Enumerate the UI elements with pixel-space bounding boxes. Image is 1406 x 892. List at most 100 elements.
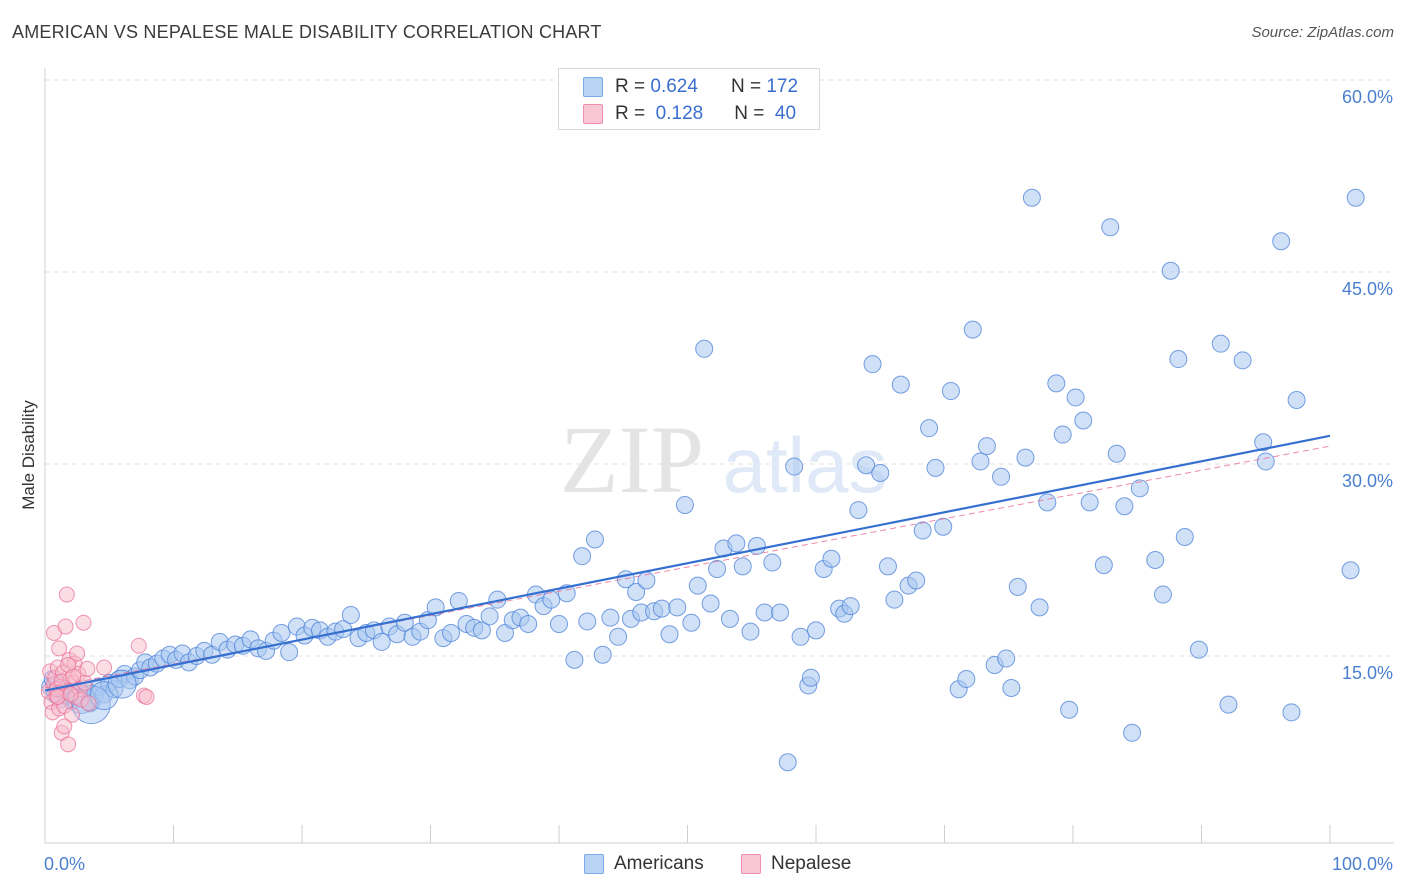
y-tick-label: 45.0%: [1342, 279, 1393, 299]
american-point: [913, 521, 932, 540]
american-point: [771, 603, 790, 622]
correlation-legend: R = 0.624 N = 172 R = 0.128 N = 40: [558, 68, 820, 130]
american-point: [1101, 218, 1120, 237]
legend-n-value: 172: [766, 76, 799, 97]
y-tick-label: 30.0%: [1342, 471, 1393, 491]
american-point: [1219, 695, 1238, 714]
american-point: [1211, 334, 1230, 353]
legend-n-value: 40: [774, 103, 797, 124]
nepalese-point: [138, 688, 155, 705]
nepalese-point: [69, 645, 86, 662]
nepalese-point: [96, 659, 113, 676]
american-point: [1256, 452, 1275, 471]
watermark: ZIP atlas: [560, 406, 887, 513]
tick-labels: 15.0% 30.0% 45.0% 60.0% 0.0% 100.0%: [44, 87, 1393, 874]
american-point: [272, 623, 291, 642]
american-point: [727, 534, 746, 553]
american-point: [885, 590, 904, 609]
american-point: [550, 615, 568, 633]
american-point: [849, 501, 868, 520]
american-point: [519, 615, 538, 633]
american-point: [747, 536, 766, 555]
american-point: [733, 557, 752, 576]
american-point: [741, 622, 760, 641]
nepalese-point: [56, 718, 73, 735]
legend-item-americans: Americans: [584, 852, 704, 876]
american-point: [807, 621, 825, 640]
american-point: [863, 355, 882, 374]
legend-r-value: 0.128: [655, 103, 704, 124]
american-point: [1233, 351, 1252, 370]
y-axis-label: Male Disability: [19, 400, 38, 510]
american-point: [822, 549, 841, 568]
chart-title: AMERICAN VS NEPALESE MALE DISABILITY COR…: [12, 22, 602, 42]
nepalese-point: [80, 695, 97, 712]
american-point: [472, 621, 491, 640]
american-point: [652, 599, 671, 618]
legend-swatch-nepalese: [741, 854, 761, 874]
american-point: [1161, 261, 1180, 280]
legend-r-value: 0.624: [650, 76, 698, 97]
american-point: [1038, 493, 1057, 512]
american-point: [1066, 388, 1085, 407]
american-point: [609, 627, 628, 646]
american-point: [871, 463, 890, 482]
american-point: [841, 597, 860, 616]
american-point: [926, 458, 945, 477]
legend-swatch-americans: [584, 854, 604, 874]
americans-trend-line: [44, 434, 1331, 692]
american-point: [1175, 527, 1194, 546]
american-point: [668, 598, 687, 617]
american-point: [1022, 188, 1041, 207]
american-point: [963, 320, 982, 339]
legend-n-label: N =: [730, 76, 762, 97]
nepalese-point: [130, 637, 147, 654]
american-point: [1002, 679, 1021, 697]
american-point: [1146, 551, 1165, 569]
legend-r-label: R =: [615, 103, 646, 124]
legend-r-label: R =: [615, 76, 646, 97]
nepalese-point: [57, 618, 74, 635]
american-point: [682, 613, 701, 632]
american-point: [1153, 585, 1172, 604]
american-point: [941, 382, 960, 401]
american-point: [601, 608, 620, 627]
american-point: [1080, 493, 1099, 512]
source-label: Source: ZipAtlas.com: [1251, 24, 1394, 41]
american-point: [1008, 577, 1027, 596]
american-point: [992, 467, 1011, 486]
american-point: [1169, 350, 1188, 369]
legend-swatch-nepalese: [583, 104, 603, 124]
legend-swatch-americans: [583, 77, 603, 97]
nepalese-point: [62, 686, 79, 703]
nepalese-point: [63, 706, 80, 723]
american-point: [1287, 391, 1306, 409]
nepalese-point: [60, 736, 77, 753]
american-point: [442, 623, 461, 642]
american-point: [695, 339, 714, 358]
trend-lines: [44, 434, 1331, 692]
american-point: [372, 632, 391, 651]
american-point: [791, 627, 810, 646]
american-point: [480, 607, 499, 626]
legend-n-label: N =: [734, 103, 765, 124]
american-point: [997, 649, 1016, 668]
american-point: [1341, 561, 1360, 580]
american-point: [565, 650, 584, 669]
american-point: [957, 670, 976, 689]
american-point: [1346, 188, 1365, 207]
american-point: [1016, 448, 1035, 467]
american-point: [1107, 444, 1126, 463]
american-point: [755, 603, 774, 622]
american-point: [708, 559, 727, 578]
american-point: [971, 452, 990, 471]
nepalese-points: [40, 586, 155, 753]
nepalese-point: [75, 614, 92, 631]
american-point: [1123, 723, 1142, 742]
american-point: [542, 590, 561, 609]
american-point: [1189, 640, 1208, 659]
american-point: [763, 553, 782, 572]
american-point: [1115, 497, 1134, 516]
american-point: [573, 547, 592, 566]
